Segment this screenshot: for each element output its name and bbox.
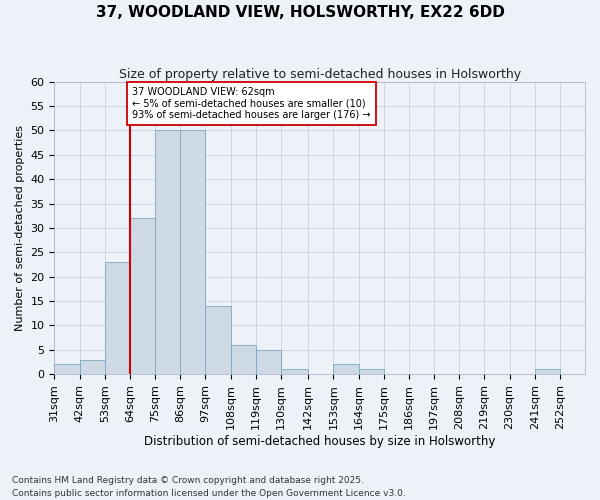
Text: 37, WOODLAND VIEW, HOLSWORTHY, EX22 6DD: 37, WOODLAND VIEW, HOLSWORTHY, EX22 6DD: [95, 5, 505, 20]
Bar: [205, 306, 230, 374]
Bar: [55, 364, 80, 374]
Text: Contains HM Land Registry data © Crown copyright and database right 2025.
Contai: Contains HM Land Registry data © Crown c…: [12, 476, 406, 498]
Y-axis label: Number of semi-detached properties: Number of semi-detached properties: [15, 125, 25, 331]
Bar: [180, 130, 205, 374]
Bar: [535, 370, 560, 374]
Bar: [334, 364, 359, 374]
Bar: [281, 370, 308, 374]
X-axis label: Distribution of semi-detached houses by size in Holsworthy: Distribution of semi-detached houses by …: [144, 434, 496, 448]
Bar: [130, 218, 155, 374]
Bar: [105, 262, 130, 374]
Bar: [155, 130, 180, 374]
Bar: [80, 360, 105, 374]
Bar: [256, 350, 281, 374]
Bar: [359, 370, 384, 374]
Bar: [230, 345, 256, 374]
Title: Size of property relative to semi-detached houses in Holsworthy: Size of property relative to semi-detach…: [119, 68, 521, 80]
Text: 37 WOODLAND VIEW: 62sqm
← 5% of semi-detached houses are smaller (10)
93% of sem: 37 WOODLAND VIEW: 62sqm ← 5% of semi-det…: [132, 86, 371, 120]
